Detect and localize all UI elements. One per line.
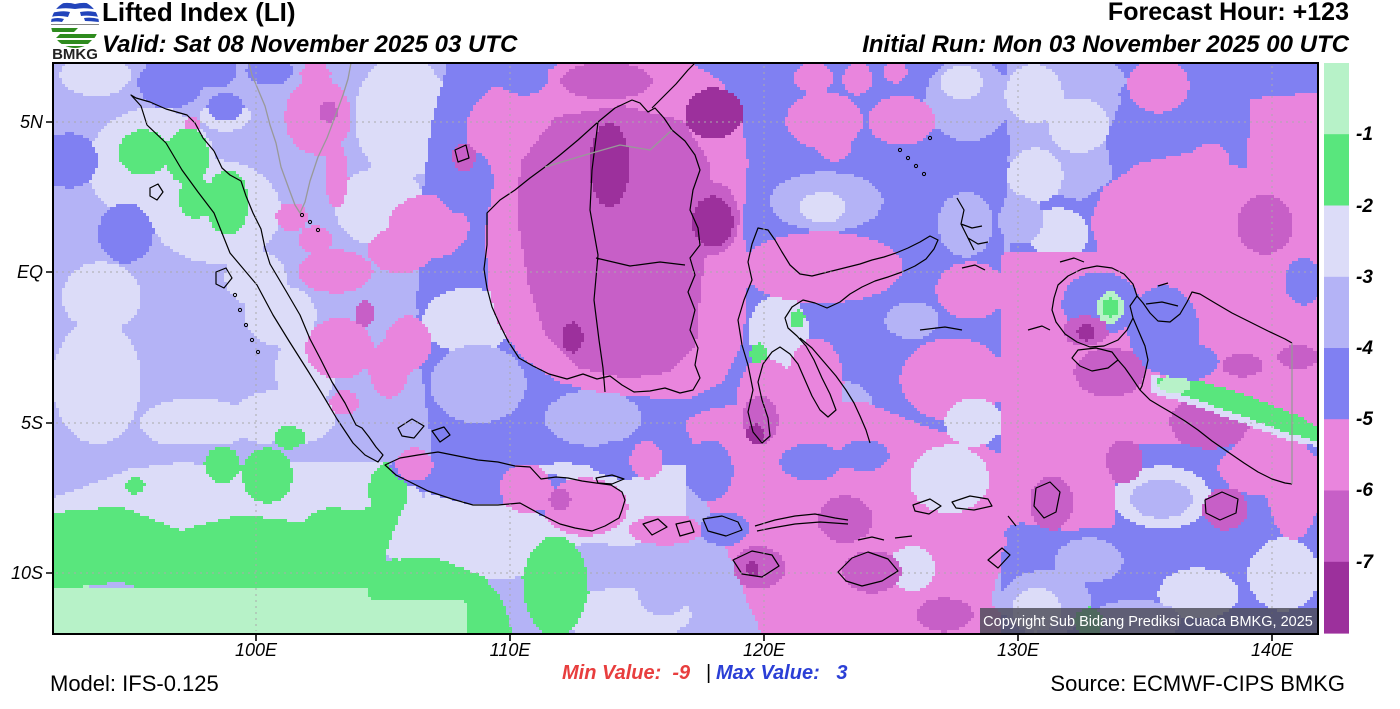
svg-text:140E: 140E: [1251, 640, 1294, 660]
svg-text:-6: -6: [1356, 480, 1373, 501]
svg-text:Model: IFS-0.125: Model: IFS-0.125: [50, 671, 219, 696]
svg-text:Copyright Sub Bidang Prediksi: Copyright Sub Bidang Prediksi Cuaca BMKG…: [983, 614, 1313, 630]
svg-text:Lifted Index (LI): Lifted Index (LI): [102, 0, 296, 27]
svg-text:110E: 110E: [490, 640, 532, 660]
svg-text:Forecast Hour: +123: Forecast Hour: +123: [1108, 0, 1349, 26]
svg-text:-3: -3: [1356, 267, 1373, 288]
svg-text:Min Value: -9: Min Value: -9: [562, 662, 691, 684]
svg-text:130E: 130E: [997, 640, 1040, 660]
svg-text:10S: 10S: [11, 563, 43, 583]
svg-text:120E: 120E: [743, 640, 786, 660]
svg-text:-5: -5: [1356, 409, 1373, 430]
svg-text:5S: 5S: [21, 413, 43, 433]
svg-text:Initial Run: Mon 03 November 2: Initial Run: Mon 03 November 2025 00 UTC: [862, 31, 1349, 58]
svg-text:100E: 100E: [235, 640, 278, 660]
svg-text:Valid: Sat 08 November 2025 03: Valid: Sat 08 November 2025 03 UTC: [102, 31, 518, 58]
svg-text:Max Value: 3: Max Value: 3: [716, 662, 848, 684]
svg-text:5N: 5N: [20, 112, 44, 132]
svg-text:-2: -2: [1356, 196, 1373, 217]
svg-text:BMKG: BMKG: [52, 46, 98, 63]
svg-text:EQ: EQ: [17, 262, 43, 282]
svg-text:Source: ECMWF-CIPS BMKG: Source: ECMWF-CIPS BMKG: [1050, 671, 1345, 696]
svg-text:-1: -1: [1356, 124, 1373, 145]
svg-text:-7: -7: [1356, 552, 1374, 573]
svg-text:-4: -4: [1356, 338, 1373, 359]
svg-text:|: |: [706, 662, 711, 684]
